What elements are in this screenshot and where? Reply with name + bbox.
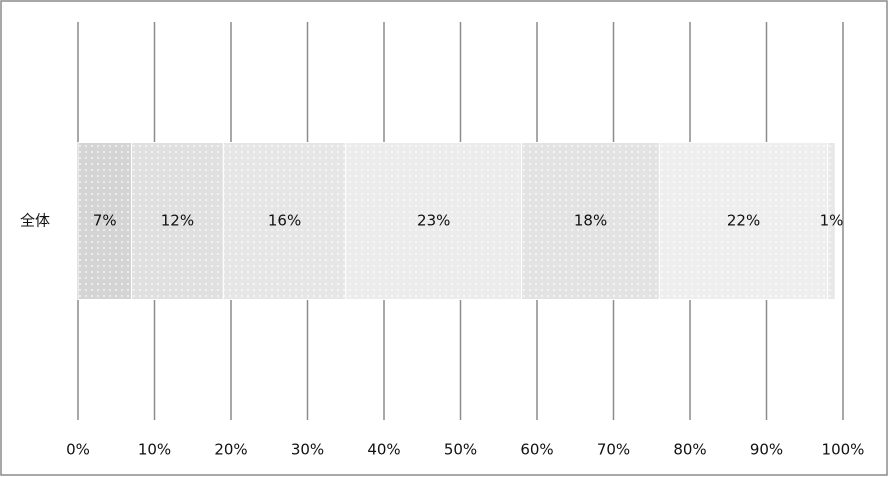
x-tick-label: 20% [214,441,247,459]
x-tick-label: 90% [750,441,783,459]
x-tick-label: 50% [444,441,477,459]
x-tick-label: 10% [138,441,171,459]
data-label: 1% [820,212,844,230]
data-label: 18% [574,212,607,230]
bar-texture [521,142,660,300]
bar-texture [659,142,828,300]
bar-texture [131,142,224,300]
x-tick-label: 70% [597,441,630,459]
x-tick-label: 30% [291,441,324,459]
x-tick-label: 100% [822,441,865,459]
x-tick-label: 40% [367,441,400,459]
data-label: 7% [93,212,117,230]
data-label: 12% [161,212,194,230]
bar-texture [223,142,346,300]
bar-texture [78,142,132,300]
x-tick-label: 60% [520,441,553,459]
data-label: 23% [417,212,450,230]
data-label: 16% [268,212,301,230]
x-tick-label: 0% [66,441,90,459]
y-tick-label: 全体 [20,212,50,230]
data-label: 22% [727,212,760,230]
x-tick-label: 80% [673,441,706,459]
bar-texture [827,142,836,300]
bar-texture [345,142,522,300]
